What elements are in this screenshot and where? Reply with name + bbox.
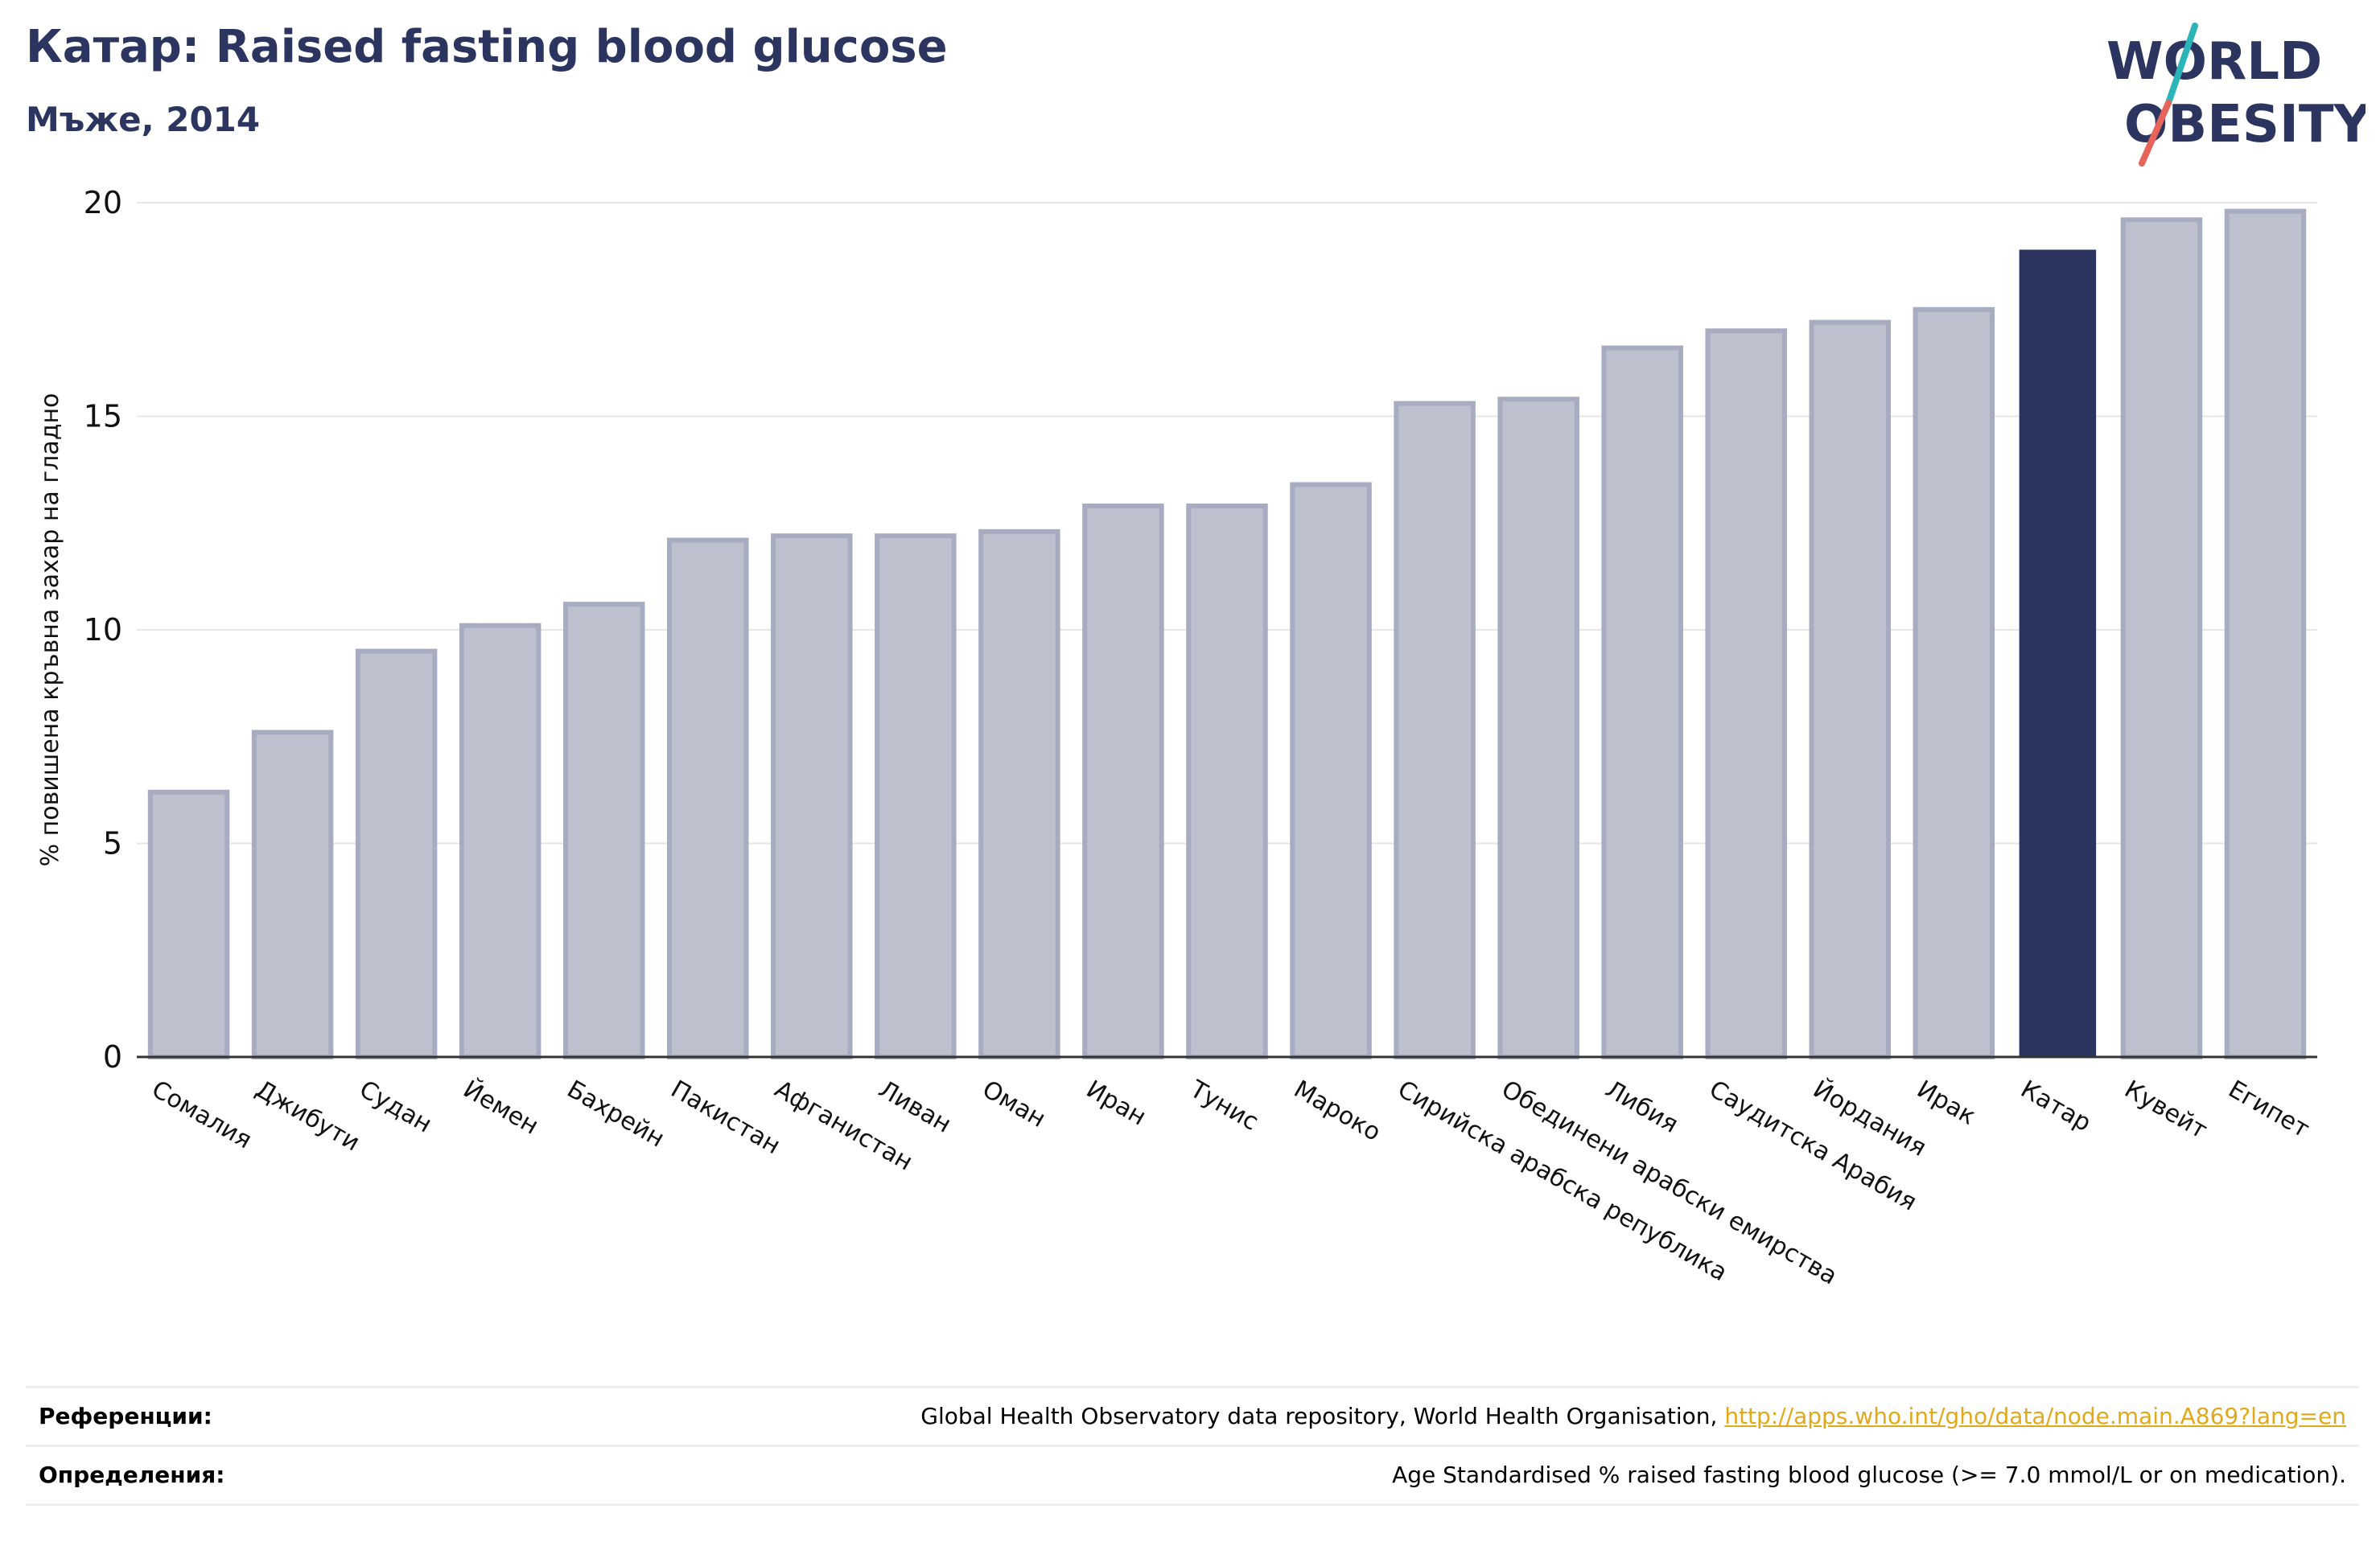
bar (251, 730, 334, 1059)
logo-slash-bottom (2139, 100, 2172, 167)
definitions-label: Определения: (39, 1462, 225, 1488)
x-tick-label: Сомалия (147, 1075, 257, 1155)
bar (1186, 504, 1268, 1059)
bar (1290, 482, 1372, 1059)
chart-subtitle: Мъже, 2014 (26, 100, 261, 139)
references-text: Global Health Observatory data repositor… (920, 1403, 2346, 1429)
bar (1809, 319, 1892, 1059)
logo-line1: WORLD (2106, 32, 2322, 92)
definitions-text: Age Standardised % raised fasting blood … (1392, 1462, 2346, 1488)
x-tick-label: Тунис (1184, 1075, 1263, 1137)
bar (2019, 249, 2097, 1057)
logo-slash-top (2165, 23, 2198, 106)
bar (147, 789, 230, 1060)
x-tick-label: Иран (1081, 1075, 1151, 1132)
x-tick-label: Пакистан (666, 1075, 785, 1161)
bar (459, 623, 541, 1059)
bar (978, 528, 1060, 1059)
x-tick-label: Джибути (251, 1075, 365, 1158)
x-tick-label: Оман (978, 1075, 1050, 1133)
bar (667, 537, 749, 1059)
y-axis-label: % повишена кръвна захар на гладно (36, 393, 64, 867)
x-tick-label: Египет (2223, 1075, 2314, 1144)
x-tick-label: Ливан (874, 1075, 956, 1139)
x-tick-label: Катар (2016, 1075, 2095, 1138)
references-row: Референции: Global Health Observatory da… (26, 1386, 2359, 1445)
x-tick-label: Судан (355, 1075, 437, 1139)
x-tick-label: Ирак (1912, 1075, 1980, 1131)
bar (355, 648, 438, 1059)
y-tick-label: 20 (84, 185, 122, 220)
chart-title: Катар: Raised fasting blood glucose (26, 21, 948, 73)
bar (1601, 345, 1683, 1060)
y-tick-label: 5 (103, 826, 122, 861)
y-tick-label: 0 (103, 1039, 122, 1075)
x-tick-label: Мароко (1289, 1075, 1386, 1147)
bar (1913, 306, 1995, 1059)
bar (1705, 328, 1787, 1059)
bar (1082, 504, 1164, 1059)
references-label: Референции: (39, 1403, 212, 1429)
references-source: Global Health Observatory data repositor… (920, 1403, 1725, 1429)
world-obesity-logo: WORLD OBESITY (2106, 23, 2366, 167)
bar (1497, 397, 1579, 1059)
x-tick-label: Либия (1600, 1075, 1682, 1139)
bar (562, 602, 645, 1059)
references-link[interactable]: http://apps.who.int/gho/data/node.main.A… (1724, 1403, 2346, 1429)
bar (2120, 217, 2203, 1059)
bar (1394, 401, 1476, 1059)
y-tick-label: 10 (84, 612, 122, 648)
bar (875, 533, 957, 1059)
bar (771, 533, 853, 1059)
definitions-row: Определения: Age Standardised % raised f… (26, 1445, 2359, 1506)
x-tick-label: Кувейт (2119, 1075, 2212, 1145)
bar-chart: 0 5 10 15 20 % повишена кръвна захар на гладн… (36, 185, 2317, 1291)
x-tick-label: Бахрейн (562, 1075, 669, 1153)
bar (2224, 208, 2307, 1059)
y-tick-label: 15 (84, 399, 122, 434)
x-tick-label: Йемен (459, 1075, 544, 1141)
